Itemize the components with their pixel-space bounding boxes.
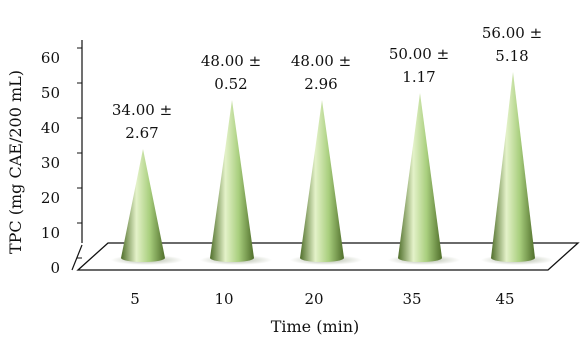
bar-cone-35 bbox=[398, 93, 442, 262]
data-label: 50.00 ± bbox=[389, 45, 449, 63]
x-tick-label: 45 bbox=[495, 290, 514, 308]
data-label: 2.96 bbox=[304, 75, 337, 93]
y-tick-label: 40 bbox=[41, 119, 60, 137]
x-tick-label: 20 bbox=[304, 290, 323, 308]
y-tick-label: 20 bbox=[41, 189, 60, 207]
bar-cone-45 bbox=[491, 72, 535, 262]
data-label: 48.00 ± bbox=[291, 52, 351, 70]
data-label: 0.52 bbox=[214, 75, 247, 93]
x-tick-label: 10 bbox=[214, 290, 233, 308]
data-label: 2.67 bbox=[125, 124, 158, 142]
bar-cone-10 bbox=[210, 100, 254, 262]
y-axis-title: TPC (mg CAE/200 mL) bbox=[6, 70, 25, 254]
y-tick-label: 50 bbox=[41, 84, 60, 102]
y-tick-label: 0 bbox=[50, 259, 60, 277]
y-tick-label: 30 bbox=[41, 154, 60, 172]
x-tick-label: 5 bbox=[130, 290, 140, 308]
data-label: 34.00 ± bbox=[112, 101, 172, 119]
x-tick-label: 35 bbox=[402, 290, 421, 308]
data-label: 48.00 ± bbox=[201, 52, 261, 70]
data-label: 56.00 ± bbox=[482, 24, 542, 42]
y-tick-label: 60 bbox=[41, 49, 60, 67]
data-label: 5.18 bbox=[495, 47, 528, 65]
bar-cone-5 bbox=[121, 149, 165, 262]
data-label: 1.17 bbox=[402, 68, 435, 86]
y-tick-label: 10 bbox=[41, 224, 60, 242]
x-axis-title: Time (min) bbox=[271, 317, 360, 336]
bar-cone-20 bbox=[300, 100, 344, 262]
